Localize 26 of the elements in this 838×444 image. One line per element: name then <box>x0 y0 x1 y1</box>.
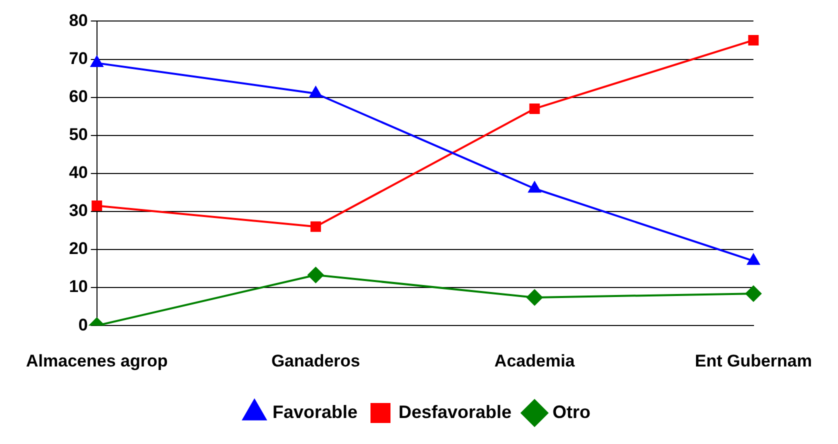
point <box>310 221 321 232</box>
point <box>528 182 541 193</box>
point <box>526 289 543 306</box>
y-tick-label: 70 <box>68 48 88 68</box>
point <box>748 34 759 46</box>
x-tick-label: Almacenes agrop <box>26 351 168 370</box>
point <box>745 286 762 302</box>
y-tick-label: 20 <box>68 239 88 258</box>
y-tick-label: 30 <box>68 201 88 220</box>
point <box>529 103 540 114</box>
x-tick-label: Ent Gubernam <box>694 351 812 370</box>
x-tick-label: Ganaderos <box>271 351 360 370</box>
y-tick-label: 60 <box>68 86 88 106</box>
point <box>308 266 324 283</box>
point <box>747 254 760 265</box>
y-tick-label: 80 <box>68 10 88 30</box>
point <box>90 56 104 68</box>
legend-label: Otro <box>552 402 591 422</box>
y-tick-label: 40 <box>68 163 88 182</box>
y-tick-label: 0 <box>78 315 88 334</box>
x-tick-label: Academia <box>494 351 576 370</box>
y-tick-label: 50 <box>68 125 88 144</box>
legend-label: Desfavorable <box>398 402 512 422</box>
y-tick-label: 10 <box>68 277 88 296</box>
legend-label: Favorable <box>272 402 358 422</box>
point <box>310 86 322 98</box>
